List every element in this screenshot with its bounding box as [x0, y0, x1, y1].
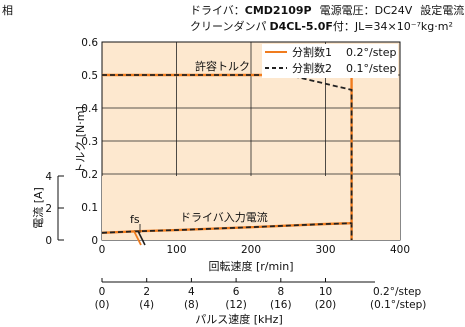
current-tick-label: 0	[45, 235, 52, 247]
speed-tick-label: 100	[166, 244, 186, 256]
speed-tick-label: 0	[99, 244, 106, 256]
pulse-tick-label-alt: (0)	[95, 299, 110, 311]
pulse-tick-label-alt: (4)	[139, 299, 154, 311]
pulse-tick-label: 8	[277, 286, 284, 298]
pulse-unit-2: (0.1°/step)	[370, 299, 426, 311]
torque-tick-label: 0.5	[81, 70, 98, 82]
damper-line: クリーンダンパ D4CL-5.0F付：JL=34×10⁻⁷kg·m²	[190, 19, 453, 33]
torque-tick-label: 0.1	[81, 202, 98, 214]
damper-label: クリーンダンパ	[190, 19, 266, 33]
corner-label: 相	[2, 4, 13, 17]
speed-tick-label: 200	[241, 244, 261, 256]
current-plot-area	[102, 176, 400, 240]
pulse-tick-label: 2	[143, 286, 150, 298]
legend: 分割数1 0.2°/step 分割数2 0.1°/step	[262, 44, 398, 78]
pulse-unit-1: 0.2°/step	[373, 286, 422, 298]
legend-label-2: 分割数2	[292, 61, 332, 75]
legend-step-2: 0.1°/step	[346, 62, 397, 75]
current-setting-text: 設定電流：0.95A/相	[420, 3, 465, 17]
torque-tick-label: 0.2	[81, 169, 98, 181]
current-tick-labels: 4 2 0	[45, 171, 64, 247]
legend-step-1: 0.2°/step	[346, 46, 397, 59]
pulse-tick-label-alt: (8)	[184, 299, 199, 311]
torque-axis-title: トルク [N·m]	[74, 106, 87, 174]
pulse-tick-label: 6	[233, 286, 240, 298]
torque-tick-labels: 0.6 0.5 0.4 0.3 0.2 0.1 0	[81, 37, 98, 247]
damper-model: D4CL-5.0F	[269, 20, 332, 33]
current-annotation: ドライバ入力電流	[180, 210, 268, 224]
torque-tick-label: 0	[91, 235, 98, 247]
legend-label-1: 分割数1	[292, 45, 332, 59]
pulse-tick-label: 10	[319, 286, 332, 298]
voltage-text: 電源電圧：DC24V	[320, 3, 413, 17]
pulse-tick-labels: 0(0) 2(4) 4(8) 6(12) 8(16) 10(20)	[95, 278, 337, 311]
pulse-axis-title: パルス速度 [kHz]	[195, 312, 283, 326]
legend-bg	[262, 44, 398, 78]
pulse-tick-label: 4	[188, 286, 195, 298]
current-tick-label: 2	[45, 203, 52, 215]
pulse-tick-label-alt: (16)	[270, 299, 292, 311]
pulse-tick-label-alt: (12)	[225, 299, 247, 311]
driver-model: CMD2109P	[245, 4, 312, 17]
speed-tick-label: 400	[390, 244, 410, 256]
torque-tick-label: 0.6	[81, 37, 98, 49]
current-tick-label: 4	[45, 171, 52, 183]
fs-annotation: fs	[130, 213, 140, 226]
pulse-tick-label: 0	[99, 286, 106, 298]
torque-tick-label: 0.4	[81, 103, 98, 115]
speed-tick-label: 300	[315, 244, 335, 256]
current-line-dashed	[101, 222, 352, 234]
inertia-text: 付：JL=34×10⁻⁷kg·m²	[333, 20, 453, 33]
driver-line: ドライバ：CMD2109P 電源電圧：DC24V 設定電流：0.95A/相	[190, 3, 465, 17]
current-axis-title: 電流 [A]	[31, 187, 45, 229]
driver-label: ドライバ：	[190, 4, 245, 17]
fs-marker-dark	[137, 230, 146, 246]
torque-tick-label: 0.3	[81, 136, 98, 148]
torque-line-dashed	[102, 74, 353, 240]
torque-annotation: 許容トルク	[195, 59, 250, 73]
speed-tick-labels: 0 100 200 300 400	[99, 244, 410, 256]
speed-axis-title: 回転速度 [r/min]	[208, 259, 293, 273]
fs-marker-orange	[133, 230, 142, 246]
pulse-tick-label-alt: (20)	[315, 299, 337, 311]
